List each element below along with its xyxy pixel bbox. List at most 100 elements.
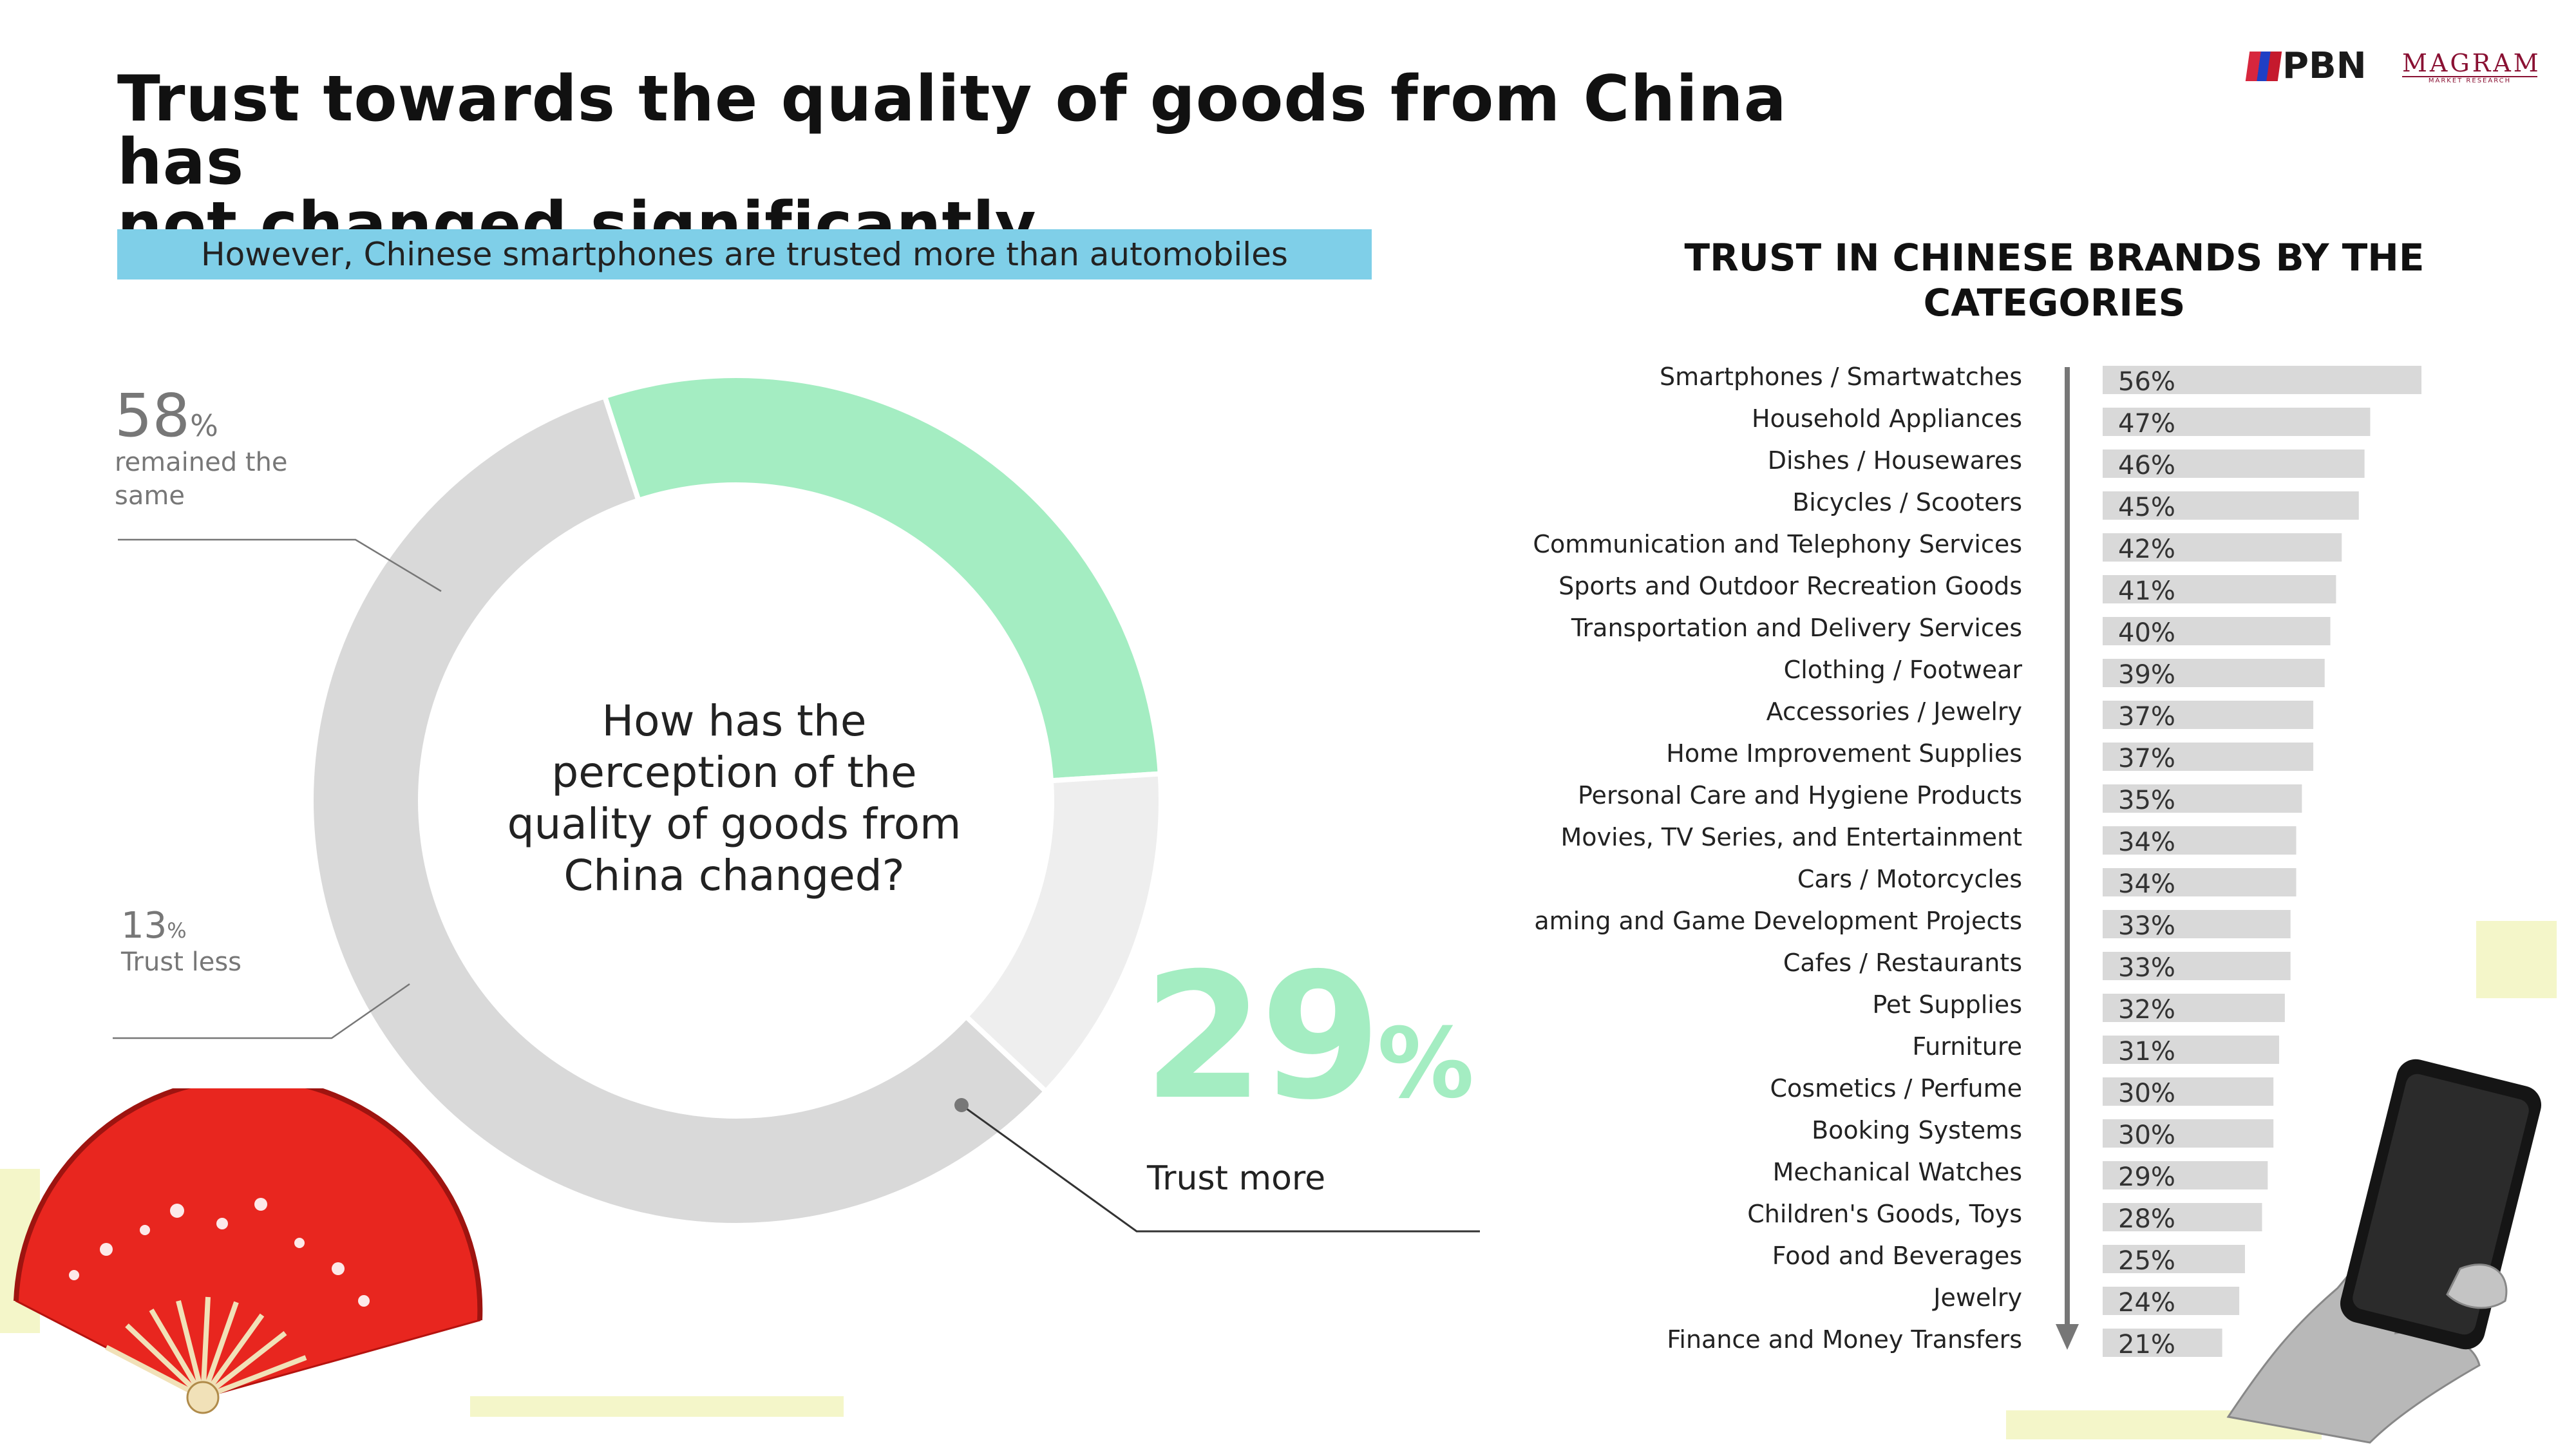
bar-category-label: Mechanical Watches: [1773, 1158, 2022, 1186]
leader-line-more: [961, 1104, 1480, 1233]
trend-arrow-head: [2056, 1324, 2079, 1350]
bar-category-label: Cafes / Restaurants: [1783, 949, 2022, 977]
bar-value-label: 33%: [2118, 911, 2175, 941]
same-label-2: same: [115, 481, 185, 511]
bar-category-label: Furniture: [1912, 1032, 2022, 1061]
bar-category-label: Home Improvement Supplies: [1666, 739, 2022, 768]
bar: [2103, 868, 2297, 896]
bar: [2103, 450, 2365, 478]
bar: [2103, 701, 2314, 729]
less-unit: %: [167, 918, 187, 943]
bar-category-label: Food and Beverages: [1772, 1242, 2022, 1270]
bar-value-label: 45%: [2118, 493, 2175, 522]
bar-category-label: Cars / Motorcycles: [1797, 865, 2022, 893]
bar-value-label: 21%: [2118, 1330, 2175, 1359]
bar-category-label: Dishes / Housewares: [1768, 446, 2022, 475]
pbn-logo: PBN: [2245, 45, 2367, 87]
more-label: Trust more: [1147, 1159, 1326, 1198]
bar-value-label: 40%: [2118, 618, 2175, 648]
bar-value-label: 35%: [2118, 786, 2175, 815]
bar-value-label: 25%: [2118, 1246, 2175, 1276]
bar: [2103, 826, 2297, 855]
bar: [2103, 491, 2359, 520]
donut-question-line-2: perception of the: [551, 748, 917, 797]
bar-value-label: 33%: [2118, 953, 2175, 983]
bar-value-label: 24%: [2118, 1288, 2175, 1318]
bar-category-label: Cosmetics / Perfume: [1770, 1074, 2022, 1103]
bar: [2103, 659, 2325, 687]
bar-category-label: Booking Systems: [1812, 1116, 2022, 1144]
bar-category-label: Transportation and Delivery Services: [1571, 614, 2022, 642]
donut-question-line-3: quality of goods from: [507, 799, 961, 849]
bar-chart-title: TRUST IN CHINESE BRANDS BY THE CATEGORIE…: [1684, 236, 2425, 325]
bar-category-label: Personal Care and Hygiene Products: [1578, 781, 2022, 810]
title-line-1: Trust towards the quality of goods from …: [117, 62, 1787, 199]
bar-value-label: 34%: [2118, 869, 2175, 899]
bar: [2103, 1203, 2262, 1231]
bar-value-label: 39%: [2118, 660, 2175, 690]
bar-value-label: 34%: [2118, 828, 2175, 857]
bar: [2103, 952, 2291, 980]
label-remained-same: 58% remained the same: [115, 386, 372, 513]
magram-logo-text: MAGRAM: [2402, 49, 2541, 77]
bar: [2103, 994, 2285, 1022]
bar: [2103, 784, 2302, 813]
bar-category-label: Movies, TV Series, and Entertainment: [1561, 823, 2023, 851]
chinese-fan-image: [14, 1088, 483, 1414]
bar-value-label: 37%: [2118, 702, 2175, 732]
more-unit: %: [1377, 1008, 1475, 1120]
bar-category-label: Sports and Outdoor Recreation Goods: [1558, 572, 2022, 600]
bar-category-label: Bicycles / Scooters: [1792, 488, 2022, 516]
bar: [2103, 1287, 2240, 1315]
less-value: 13: [121, 905, 167, 947]
bar-value-label: 32%: [2118, 995, 2175, 1025]
magram-logo-subtext: MARKET RESEARCH: [2402, 76, 2537, 84]
bar: [2103, 1036, 2280, 1064]
bar: [2103, 575, 2336, 603]
bar-category-label: Household Appliances: [1752, 404, 2022, 433]
bar-value-label: 29%: [2118, 1162, 2175, 1192]
bar-category-label: Children's Goods, Toys: [1747, 1200, 2022, 1228]
more-value: 29: [1143, 935, 1381, 1138]
decor-block-bottom: [470, 1396, 844, 1417]
bar-value-label: 28%: [2118, 1204, 2175, 1234]
leader-dot-more: [954, 1098, 969, 1112]
same-unit: %: [190, 408, 218, 443]
bar: [2103, 1119, 2274, 1148]
bar-value-label: 41%: [2118, 576, 2175, 606]
bar: [2103, 1245, 2245, 1273]
bar-category-label: Gaming and Game Development Projects: [1533, 907, 2022, 935]
bar-value-label: 47%: [2118, 409, 2175, 439]
hand-phone-image: [2226, 1059, 2542, 1444]
bar-category-label: Finance and Money Transfers: [1667, 1325, 2022, 1354]
bar-category-label: Pet Supplies: [1872, 990, 2022, 1019]
subtitle-banner: However, Chinese smartphones are trusted…: [117, 229, 1372, 279]
bar-category-label: Smartphones / Smartwatches: [1660, 363, 2022, 391]
bar: [2103, 617, 2331, 645]
bar: [2103, 533, 2342, 562]
bar: [2103, 910, 2291, 938]
same-value: 58: [115, 381, 191, 450]
bar-category-label: Accessories / Jewelry: [1766, 697, 2022, 726]
donut-chart: [308, 373, 1164, 1228]
donut-slice-remained-the-same: [308, 393, 1050, 1228]
label-trust-more: 29% Trust more: [1143, 950, 1475, 1198]
bar-value-label: 56%: [2118, 367, 2175, 397]
pbn-logo-text: PBN: [2282, 45, 2367, 87]
leader-line-less: [113, 983, 410, 1039]
decor-block-right: [2476, 921, 2557, 998]
bar-value-label: 30%: [2118, 1079, 2175, 1108]
bar: [2103, 1077, 2274, 1106]
less-label: Trust less: [121, 947, 242, 977]
bar-value-label: 37%: [2118, 744, 2175, 773]
magram-logo: MAGRAM MARKET RESEARCH: [2402, 49, 2541, 84]
donut-slice-trust-more: [601, 373, 1163, 784]
label-trust-less: 13% Trust less: [121, 907, 379, 979]
bar-value-label: 31%: [2118, 1037, 2175, 1066]
bar-category-label: Clothing / Footwear: [1784, 656, 2023, 684]
bar: [2103, 1161, 2268, 1189]
donut-question: How has the perception of the quality of…: [489, 696, 979, 902]
donut-question-line-1: How has the: [601, 696, 867, 746]
donut-question-line-4: China changed?: [564, 851, 905, 900]
